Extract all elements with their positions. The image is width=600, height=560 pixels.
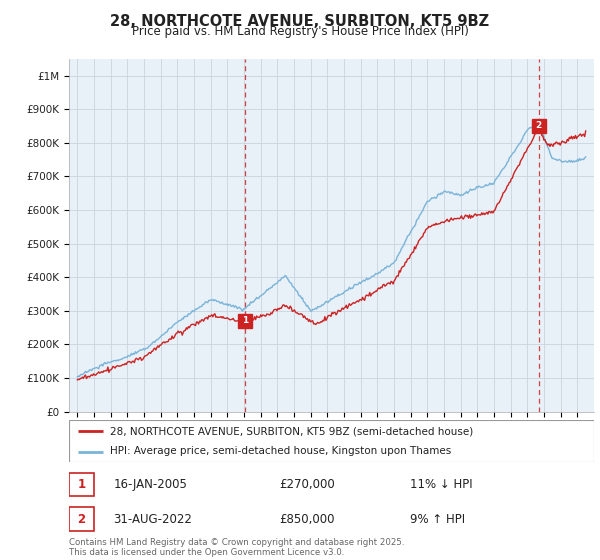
Text: 28, NORTHCOTE AVENUE, SURBITON, KT5 9BZ: 28, NORTHCOTE AVENUE, SURBITON, KT5 9BZ [110, 14, 490, 29]
FancyBboxPatch shape [69, 507, 94, 531]
Text: 28, NORTHCOTE AVENUE, SURBITON, KT5 9BZ (semi-detached house): 28, NORTHCOTE AVENUE, SURBITON, KT5 9BZ … [110, 426, 473, 436]
Text: Price paid vs. HM Land Registry's House Price Index (HPI): Price paid vs. HM Land Registry's House … [131, 25, 469, 38]
Text: 2: 2 [535, 122, 542, 130]
Text: £270,000: £270,000 [279, 478, 335, 491]
Text: 9% ↑ HPI: 9% ↑ HPI [410, 513, 466, 526]
Text: £850,000: £850,000 [279, 513, 335, 526]
Text: 1: 1 [77, 478, 86, 491]
Text: Contains HM Land Registry data © Crown copyright and database right 2025.
This d: Contains HM Land Registry data © Crown c… [69, 538, 404, 557]
Text: 31-AUG-2022: 31-AUG-2022 [113, 513, 193, 526]
FancyBboxPatch shape [69, 473, 94, 496]
Text: 1: 1 [242, 316, 248, 325]
Text: 2: 2 [77, 513, 86, 526]
Text: 11% ↓ HPI: 11% ↓ HPI [410, 478, 473, 491]
Text: 16-JAN-2005: 16-JAN-2005 [113, 478, 187, 491]
Text: HPI: Average price, semi-detached house, Kingston upon Thames: HPI: Average price, semi-detached house,… [110, 446, 451, 456]
